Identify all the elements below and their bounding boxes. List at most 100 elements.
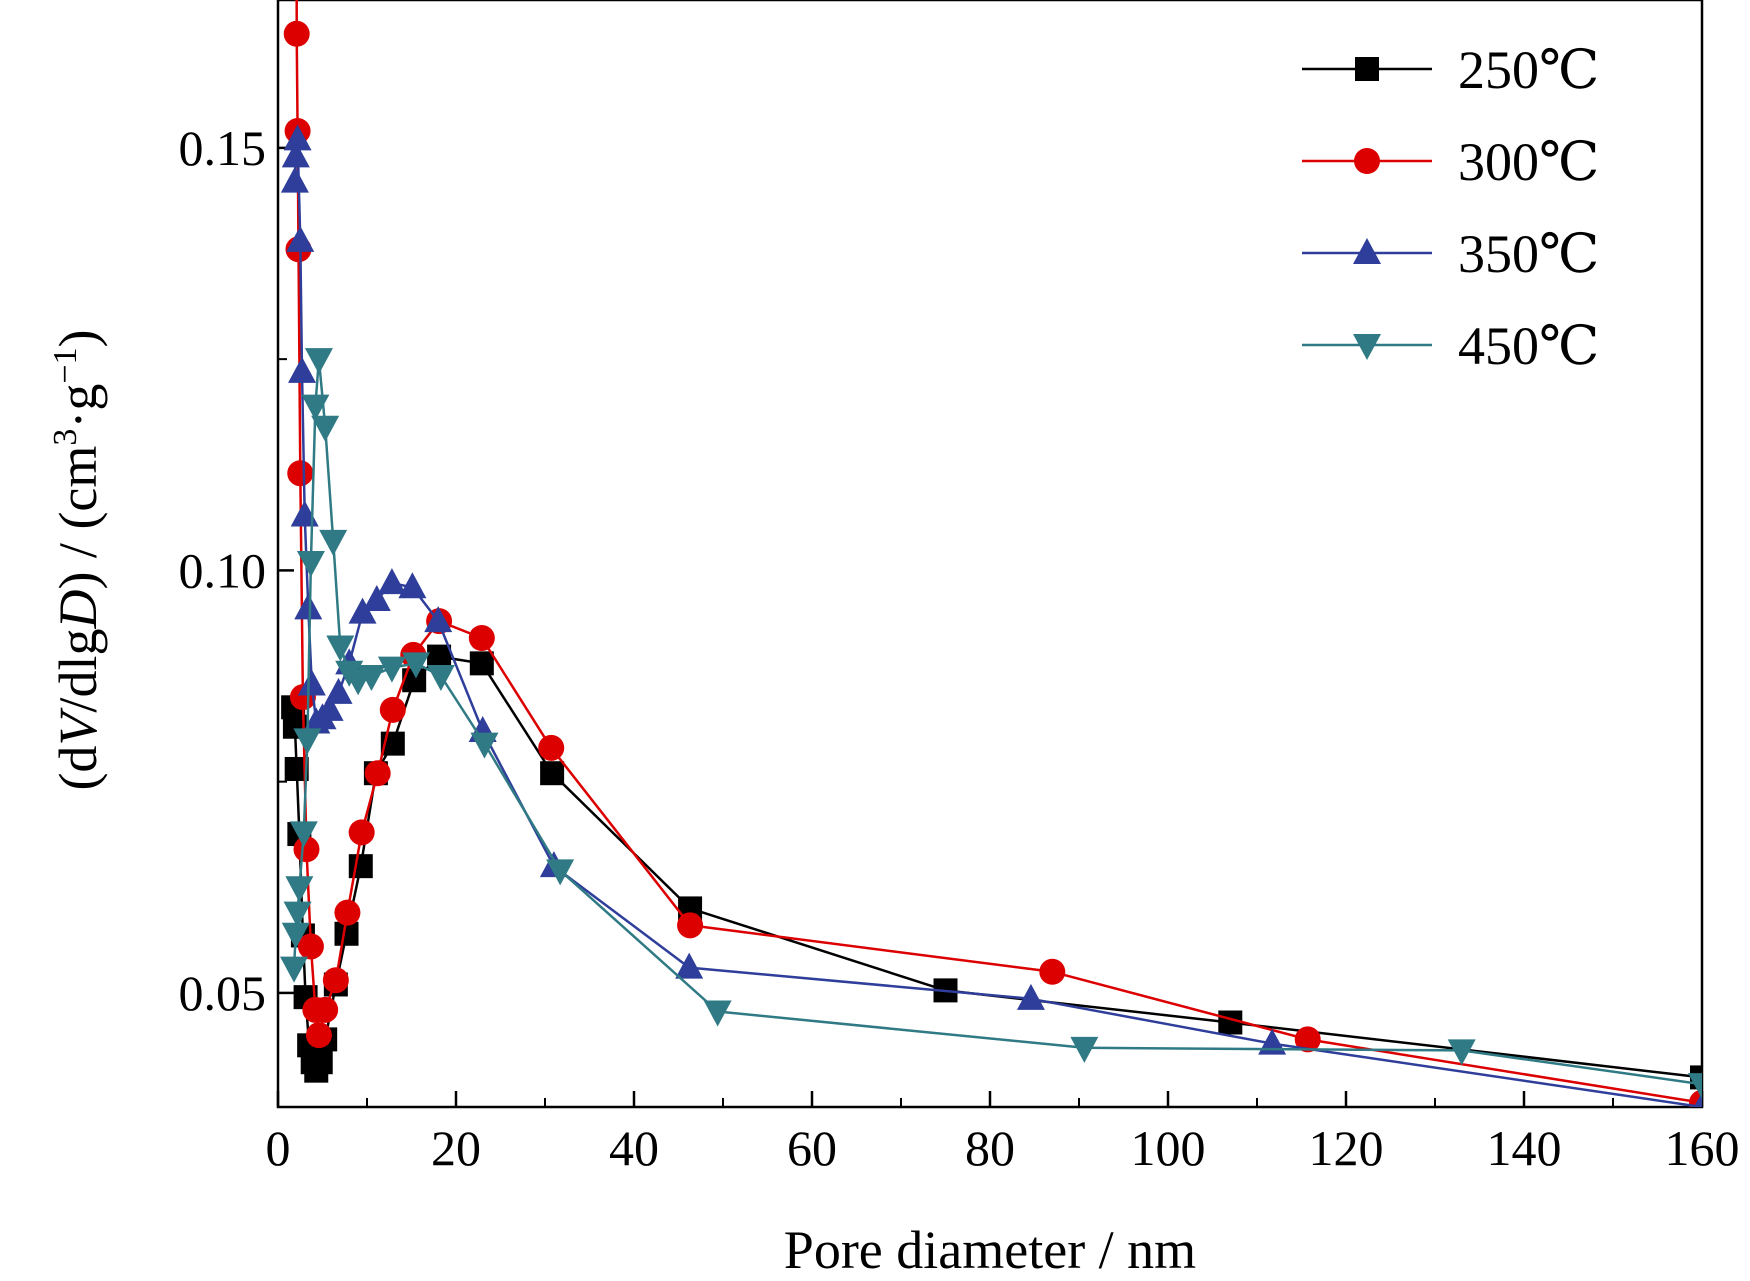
data-point — [287, 460, 314, 487]
data-point — [357, 665, 386, 692]
data-point — [1070, 1036, 1099, 1063]
data-point — [283, 901, 312, 928]
data-point — [296, 550, 325, 577]
legend-item: 300℃ — [1302, 132, 1599, 192]
x-tick-label: 120 — [1309, 1120, 1384, 1176]
y-axis-title-part: ) — [48, 329, 108, 347]
legend-label: 450℃ — [1458, 316, 1599, 376]
data-point — [1693, 1092, 1702, 1107]
data-point — [288, 356, 317, 383]
data-point — [286, 225, 315, 252]
legend-label: 250℃ — [1458, 40, 1599, 100]
data-point — [1688, 1073, 1702, 1100]
data-point — [468, 625, 495, 652]
x-tick-label: 140 — [1487, 1120, 1562, 1176]
data-point — [379, 696, 406, 723]
data-point — [348, 819, 375, 846]
data-point — [427, 644, 452, 669]
series-0 — [281, 644, 1702, 1090]
x-tick-label: 60 — [787, 1120, 837, 1176]
data-point — [297, 933, 324, 960]
data-point — [283, 124, 312, 151]
y-tick-label: 0.15 — [179, 120, 267, 176]
x-tick-label: 160 — [1665, 1120, 1740, 1176]
data-point — [470, 732, 499, 759]
legend-marker — [1354, 148, 1380, 174]
y-axis-title: (dV/dlgD) / (cm3·g−1) — [47, 329, 108, 790]
data-point — [1016, 983, 1045, 1010]
data-point — [322, 967, 349, 994]
y-axis-title-superscript: −1 — [47, 347, 84, 383]
data-point — [324, 677, 353, 704]
data-point — [280, 956, 309, 983]
legend-marker — [1353, 238, 1381, 264]
legend-label: 350℃ — [1458, 224, 1599, 284]
data-point — [546, 859, 575, 886]
data-point — [297, 669, 326, 696]
data-point — [326, 635, 355, 662]
x-axis: 0 20 40 60 80 100 120 140 160 — [266, 1091, 1740, 1176]
x-tick-label: 80 — [965, 1120, 1015, 1176]
data-point — [426, 665, 455, 692]
data-point — [311, 415, 340, 442]
data-point — [364, 760, 391, 787]
data-point — [308, 1050, 333, 1075]
data-point — [281, 922, 310, 949]
legend-item: 450℃ — [1302, 316, 1599, 376]
series-line — [292, 357, 1702, 1086]
series-line — [293, 138, 1702, 1107]
data-point — [334, 921, 359, 946]
data-point — [469, 651, 494, 676]
data-point — [703, 1000, 732, 1027]
data-point — [401, 652, 430, 679]
legend-item: 250℃ — [1302, 40, 1599, 100]
legend: 250℃ 300℃ 350℃ 450℃ — [1302, 40, 1599, 376]
series-3 — [280, 348, 1702, 1100]
y-axis-title-superscript: 3 — [47, 429, 84, 446]
y-axis: 0.05 0.10 0.15 — [179, 120, 294, 1021]
data-point — [290, 500, 319, 527]
data-point — [348, 854, 373, 879]
x-tick-label: 20 — [431, 1120, 481, 1176]
y-tick-label: 0.05 — [179, 965, 267, 1021]
data-point — [319, 529, 348, 556]
data-point — [315, 694, 344, 721]
data-point — [538, 734, 565, 761]
series-line — [295, 0, 1702, 1105]
x-tick-label: 0 — [266, 1120, 291, 1176]
legend-marker — [1355, 57, 1379, 81]
data-point — [362, 584, 391, 611]
y-axis-title-part: ·g — [48, 384, 108, 429]
x-axis-title: Pore diameter / nm — [784, 1220, 1196, 1280]
data-point — [294, 593, 323, 620]
data-point — [280, 166, 309, 193]
x-tick-label: 100 — [1131, 1120, 1206, 1176]
series-layer — [280, 0, 1702, 1107]
y-tick-label: 0.10 — [179, 542, 267, 598]
y-axis-title-part: ) / (cm — [48, 446, 108, 590]
x-tick-label: 40 — [609, 1120, 659, 1176]
y-axis-title-italic-d: D — [48, 590, 108, 630]
data-point — [312, 996, 339, 1023]
data-point — [677, 912, 704, 939]
data-point — [301, 394, 330, 421]
data-point — [377, 656, 406, 683]
y-axis-title-part: /dlg — [48, 629, 108, 713]
legend-label: 300℃ — [1458, 132, 1599, 192]
legend-marker — [1353, 334, 1381, 360]
data-point — [1447, 1039, 1476, 1066]
y-axis-title-italic-v: V — [48, 707, 108, 746]
data-point — [424, 606, 453, 633]
data-point — [675, 952, 704, 979]
data-point — [540, 761, 565, 786]
data-point — [398, 572, 427, 599]
data-point — [293, 728, 322, 755]
series-line — [291, 655, 1702, 1079]
data-point — [1039, 958, 1066, 985]
data-point — [1294, 1026, 1321, 1053]
data-point — [377, 568, 406, 595]
legend-item: 350℃ — [1302, 224, 1599, 284]
data-point — [283, 20, 310, 47]
